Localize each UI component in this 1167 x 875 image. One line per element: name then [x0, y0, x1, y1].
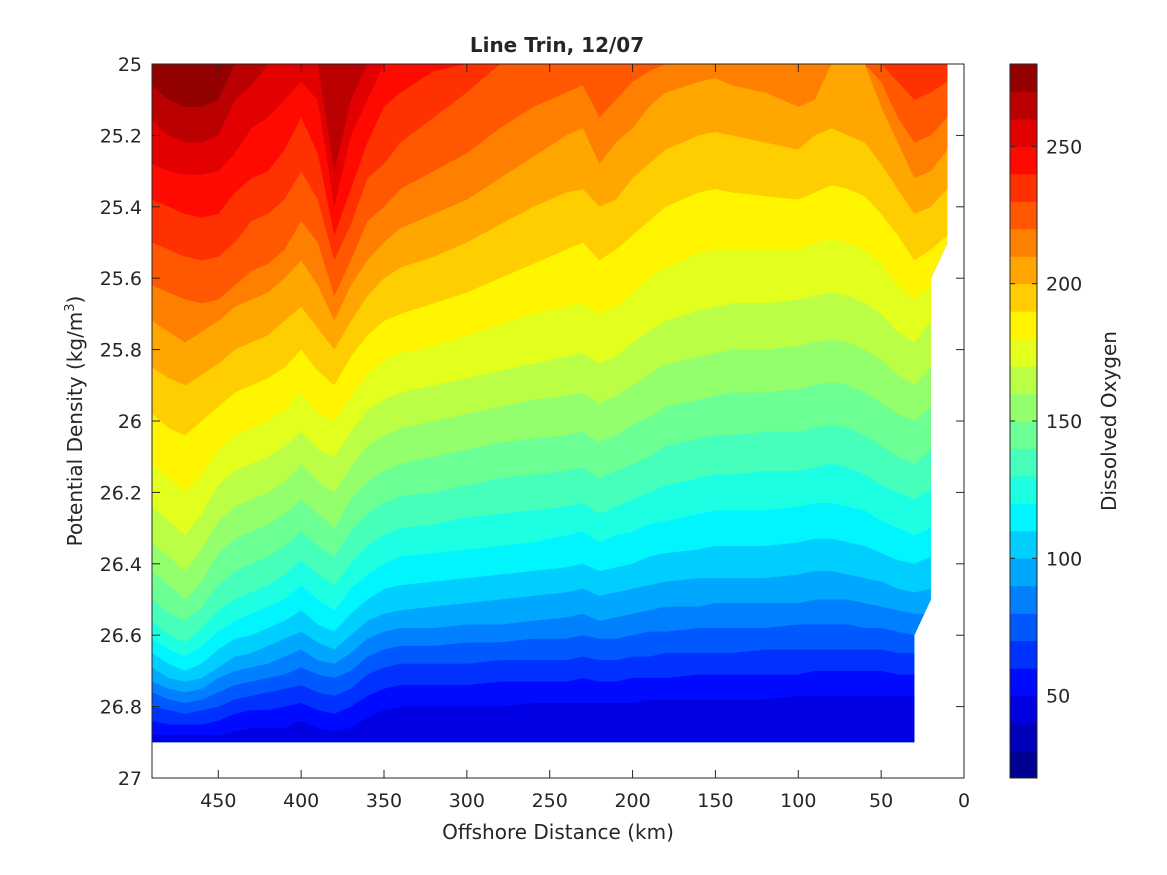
y-tick-label: 26.8	[100, 697, 142, 719]
colorbar-band	[1010, 723, 1037, 752]
colorbar-band	[1010, 530, 1037, 559]
colorbar-band	[1010, 256, 1037, 285]
colorbar-band	[1010, 448, 1037, 477]
y-tick-label: 25.2	[100, 125, 142, 147]
colorbar-band	[1010, 613, 1037, 642]
colorbar-band	[1010, 311, 1037, 340]
x-axis-label: Offshore Distance (km)	[442, 820, 674, 844]
colorbar-band	[1010, 228, 1037, 257]
colorbar-band	[1010, 338, 1037, 367]
colorbar-band	[1010, 118, 1037, 147]
colorbar-tick-label: 100	[1046, 548, 1082, 570]
y-tick-label: 25.4	[100, 197, 142, 219]
x-tick-label: 450	[200, 790, 236, 812]
y-tick-label: 25.6	[100, 268, 142, 290]
x-tick-label: 50	[869, 790, 893, 812]
x-axis: 450 400 350 300 250 200 150 100 50 0	[200, 64, 970, 812]
colorbar-band	[1010, 475, 1037, 504]
x-tick-label: 400	[283, 790, 319, 812]
colorbar-tick-label: 150	[1046, 411, 1082, 433]
x-tick-label: 250	[532, 790, 568, 812]
y-tick-label: 26.6	[100, 625, 142, 647]
colorbar-band	[1010, 201, 1037, 230]
colorbar-band	[1010, 146, 1037, 175]
x-tick-label: 0	[958, 790, 970, 812]
y-tick-label: 26.4	[100, 554, 142, 576]
x-tick-label: 200	[614, 790, 650, 812]
colorbar-band	[1010, 640, 1037, 669]
y-tick-label: 27	[118, 768, 142, 790]
x-tick-label: 100	[780, 790, 816, 812]
y-axis-label-superscript: 3	[63, 303, 78, 311]
colorbar-band	[1010, 91, 1037, 120]
x-tick-label: 300	[449, 790, 485, 812]
y-axis-label: Potential Density (kg/m3)	[63, 296, 87, 547]
colorbar-band	[1010, 421, 1037, 449]
colorbar-band	[1010, 695, 1037, 724]
colorbar	[1010, 64, 1037, 779]
y-tick-label: 25	[118, 54, 142, 76]
x-tick-label: 350	[366, 790, 402, 812]
colorbar-label: Dissolved Oxygen	[1097, 331, 1121, 511]
colorbar-tick-label: 200	[1046, 274, 1082, 296]
colorbar-band	[1010, 366, 1037, 395]
chart-title: Line Trin, 12/07	[470, 33, 644, 57]
y-axis: 25 25.2 25.4 25.6 25.8 26 26.2 26.4 26.6 26.8 27	[100, 54, 964, 790]
colorbar-band	[1010, 283, 1037, 312]
colorbar-band	[1010, 668, 1037, 697]
colorbar-band	[1010, 585, 1037, 614]
y-tick-label: 26	[118, 411, 142, 433]
colorbar-band	[1010, 173, 1037, 202]
y-tick-label: 26.2	[100, 482, 142, 504]
y-axis-label-close: )	[63, 296, 87, 304]
contour-fill-layer	[152, 64, 948, 743]
colorbar-band	[1010, 64, 1037, 92]
colorbar-tick-label: 250	[1046, 136, 1082, 158]
colorbar-tick-label: 50	[1046, 686, 1070, 708]
colorbar-band	[1010, 503, 1037, 532]
y-axis-label-main: Potential Density (kg/m	[63, 312, 87, 547]
contour-band-40	[152, 695, 948, 743]
colorbar-ticks: 50 100 150 200 250	[1010, 136, 1082, 708]
x-tick-label: 150	[697, 790, 733, 812]
y-tick-label: 25.8	[100, 340, 142, 362]
colorbar-band	[1010, 750, 1037, 779]
colorbar-band	[1010, 393, 1037, 422]
colorbar-band	[1010, 558, 1037, 587]
